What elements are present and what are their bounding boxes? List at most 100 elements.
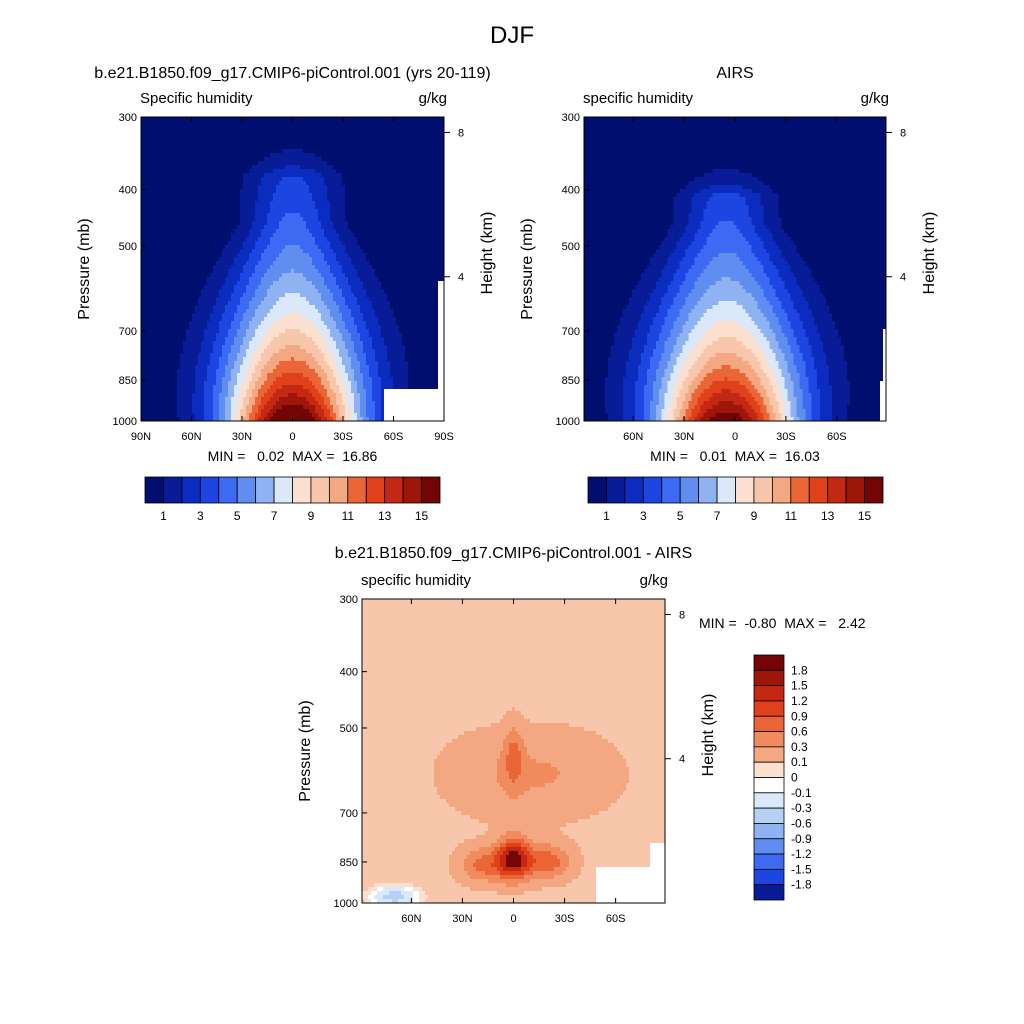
contour-cell xyxy=(228,141,232,146)
contour-cell xyxy=(297,145,301,150)
contour-cell xyxy=(204,169,208,174)
contour-cell xyxy=(255,205,259,210)
contour-cell xyxy=(273,209,277,214)
contour-cell xyxy=(324,237,328,242)
contour-cell xyxy=(390,233,394,238)
contour-cell xyxy=(288,249,292,254)
contour-cell xyxy=(273,257,277,262)
contour-cell xyxy=(351,157,355,162)
contour-cell xyxy=(399,129,403,134)
contour-cell xyxy=(339,145,343,150)
contour-cell xyxy=(432,209,436,214)
contour-cell xyxy=(378,145,382,150)
contour-cell xyxy=(312,153,316,158)
contour-cell xyxy=(387,237,391,242)
contour-cell xyxy=(363,229,367,234)
contour-cell xyxy=(168,165,172,170)
contour-cell xyxy=(357,253,361,258)
contour-cell xyxy=(378,133,382,138)
contour-cell xyxy=(426,201,430,206)
contour-cell xyxy=(150,181,154,186)
contour-cell xyxy=(246,197,250,202)
contour-cell xyxy=(204,149,208,154)
contour-cell xyxy=(405,153,409,158)
contour-cell xyxy=(231,257,235,262)
contour-cell xyxy=(174,181,178,186)
contour-cell xyxy=(336,153,340,158)
contour-cell xyxy=(168,189,172,194)
contour-cell xyxy=(306,141,310,146)
contour-cell xyxy=(234,165,238,170)
contour-cell xyxy=(300,241,304,246)
contour-cell xyxy=(189,161,193,166)
contour-cell xyxy=(159,117,163,122)
contour-cell xyxy=(408,129,412,134)
contour-cell xyxy=(435,169,439,174)
contour-cell xyxy=(399,213,403,218)
contour-cell xyxy=(324,149,328,154)
contour-cell xyxy=(219,145,223,150)
contour-cell xyxy=(234,201,238,206)
contour-cell xyxy=(150,209,154,214)
contour-cell xyxy=(339,141,343,146)
contour-cell xyxy=(249,149,253,154)
contour-cell xyxy=(246,137,250,142)
contour-cell xyxy=(300,137,304,142)
contour-cell xyxy=(396,157,400,162)
contour-cell xyxy=(195,245,199,250)
contour-cell xyxy=(147,117,151,122)
contour-cell xyxy=(273,117,277,122)
contour-cell xyxy=(327,197,331,202)
contour-cell xyxy=(285,157,289,162)
contour-cell xyxy=(342,121,346,126)
contour-cell xyxy=(333,245,337,250)
contour-cell xyxy=(213,165,217,170)
contour-cell xyxy=(282,117,286,122)
contour-cell xyxy=(147,237,151,242)
contour-cell xyxy=(162,117,166,122)
contour-cell xyxy=(174,121,178,126)
contour-cell xyxy=(372,229,376,234)
contour-cell xyxy=(231,141,235,146)
contour-cell xyxy=(321,125,325,130)
contour-cell xyxy=(354,205,358,210)
contour-cell xyxy=(420,125,424,130)
contour-cell xyxy=(363,145,367,150)
contour-cell xyxy=(264,201,268,206)
contour-cell xyxy=(378,225,382,230)
contour-cell xyxy=(297,121,301,126)
contour-cell xyxy=(168,237,172,242)
contour-cell xyxy=(282,145,286,150)
contour-cell xyxy=(153,121,157,126)
contour-cell xyxy=(150,221,154,226)
contour-cell xyxy=(159,137,163,142)
contour-cell xyxy=(417,197,421,202)
contour-cell xyxy=(333,121,337,126)
contour-cell xyxy=(405,245,409,250)
contour-cell xyxy=(165,157,169,162)
contour-cell xyxy=(246,209,250,214)
contour-cell xyxy=(189,241,193,246)
contour-cell xyxy=(309,145,313,150)
contour-cell xyxy=(288,121,292,126)
contour-cell xyxy=(249,125,253,130)
contour-cell xyxy=(252,217,256,222)
contour-cell xyxy=(204,221,208,226)
contour-cell xyxy=(381,201,385,206)
contour-cell xyxy=(276,237,280,242)
contour-cell xyxy=(168,149,172,154)
contour-cell xyxy=(174,229,178,234)
contour-cell xyxy=(393,193,397,198)
contour-cell xyxy=(324,249,328,254)
contour-cell xyxy=(393,241,397,246)
contour-cell xyxy=(426,125,430,130)
contour-cell xyxy=(237,137,241,142)
contour-cell xyxy=(276,165,280,170)
contour-cell xyxy=(402,209,406,214)
contour-cell xyxy=(309,133,313,138)
contour-cell xyxy=(414,249,418,254)
contour-cell xyxy=(276,249,280,254)
contour-cell xyxy=(243,177,247,182)
contour-cell xyxy=(315,217,319,222)
contour-cell xyxy=(273,125,277,130)
